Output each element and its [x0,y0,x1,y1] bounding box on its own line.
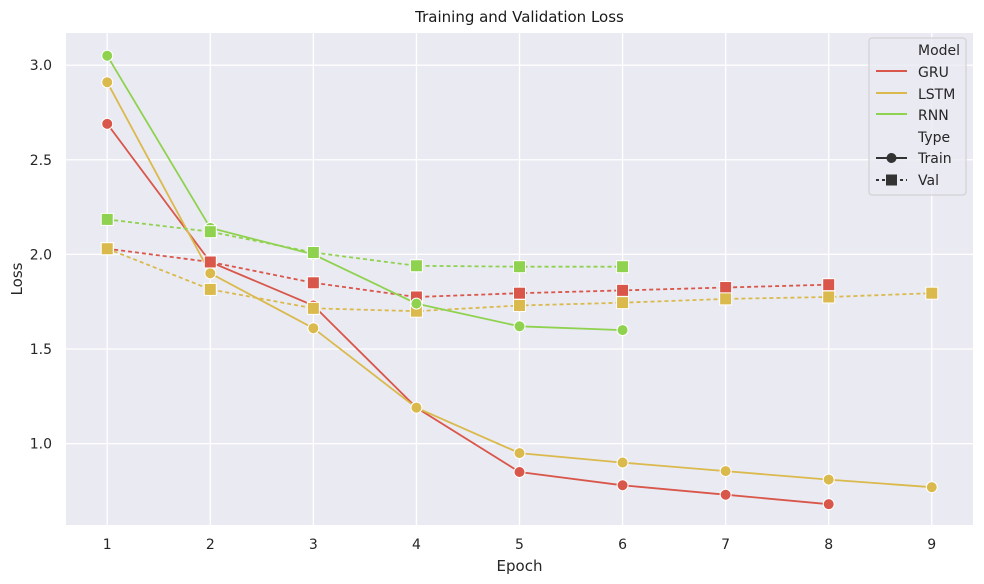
lstm-train-point [307,322,320,335]
lstm-val-point [306,301,320,315]
legend-gru-label: GRU [918,65,949,81]
lstm-val-point [822,290,836,304]
lstm-train-point [513,447,526,460]
lstm-train-point [101,76,114,89]
rnn-val-point [203,225,217,239]
rnn-train-point [513,320,526,333]
lstm-val-point [100,242,114,256]
axis-ticks: 1 2 3 4 5 6 7 8 9 1.0 1.5 2.0 2.5 3.0 [30,58,936,553]
lstm-val-point [203,282,217,296]
gru-val-point [513,286,526,300]
x-tick-label: 9 [927,537,936,553]
legend-train-label: Train [917,151,952,167]
rnn-train-point [410,297,423,310]
lstm-val-point [719,292,733,306]
gru-train-point [101,117,114,130]
legend-rnn-label: RNN [918,108,949,124]
gru-train-line [106,123,829,506]
gru-train-point [616,479,629,492]
rnn-train-line [106,55,623,331]
rnn-val-point [409,259,423,273]
gru-train-point [719,488,732,501]
x-tick-label: 7 [721,537,730,553]
x-tick-label: 8 [824,537,833,553]
legend-type-header: Type [917,130,950,146]
lstm-val-point [513,298,526,312]
gru-val-point [616,283,630,297]
y-tick-label: 2.0 [30,247,52,263]
legend-lstm-label: LSTM [918,87,955,103]
y-tick-label: 1.0 [30,437,52,453]
gru-train-point [513,466,526,479]
lstm-val-point [925,286,939,300]
gru-val-point [306,276,320,290]
x-tick-label: 3 [309,537,318,553]
gru-val-point [822,278,836,292]
lstm-val-point [616,296,630,310]
y-axis-label: Loss [8,262,26,295]
series-markers [100,49,939,511]
rnn-val-line [107,218,623,268]
y-tick-label: 1.5 [30,342,52,358]
lstm-train-point [410,401,423,414]
legend-model-header: Model [918,43,960,59]
gru-train-point [822,498,835,511]
chart-title: Training and Validation Loss [414,8,624,26]
legend-val-marker [886,174,897,186]
lstm-train-point [719,465,732,478]
y-tick-label: 3.0 [30,58,52,74]
legend: Model GRU LSTM RNN Type Train Val [868,37,967,196]
legend-val-label: Val [918,173,939,189]
legend-train-marker [886,153,897,163]
rnn-val-point [100,212,114,226]
x-tick-label: 4 [412,537,421,553]
x-tick-label: 6 [618,537,627,553]
lstm-train-point [204,267,217,280]
rnn-val-point [306,246,320,260]
rnn-train-point [616,324,629,337]
gru-val-point [203,255,217,269]
x-tick-label: 1 [103,537,112,553]
lstm-train-point [925,481,938,494]
rnn-val-point [616,260,630,274]
gru-val-point [719,281,733,295]
lstm-train-point [822,473,835,486]
x-tick-label: 5 [515,537,524,553]
y-tick-label: 2.5 [30,153,52,169]
gru-val-line [107,247,829,298]
lstm-train-point [616,456,629,469]
x-tick-label: 2 [206,537,215,553]
rnn-train-point [101,49,114,62]
x-axis-label: Epoch [497,557,543,575]
rnn-val-point [513,260,526,274]
